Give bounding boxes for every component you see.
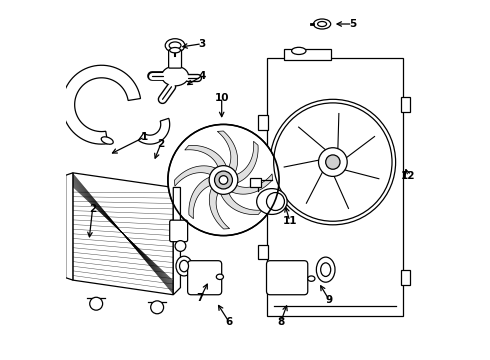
- Text: 1: 1: [141, 132, 148, 142]
- Text: 7: 7: [196, 293, 204, 303]
- Ellipse shape: [267, 193, 285, 211]
- Text: 11: 11: [283, 216, 297, 226]
- FancyBboxPatch shape: [267, 261, 308, 295]
- Text: 2: 2: [157, 139, 164, 149]
- Ellipse shape: [308, 276, 315, 281]
- Bar: [401, 270, 410, 285]
- Polygon shape: [209, 183, 230, 229]
- Circle shape: [274, 103, 392, 221]
- Polygon shape: [219, 189, 262, 215]
- Polygon shape: [232, 141, 258, 184]
- Text: 12: 12: [401, 171, 416, 181]
- Text: 5: 5: [349, 19, 356, 29]
- Bar: [285, 49, 331, 60]
- Polygon shape: [173, 188, 180, 295]
- Ellipse shape: [176, 256, 192, 276]
- Bar: [258, 116, 269, 130]
- Polygon shape: [218, 131, 238, 177]
- Circle shape: [326, 155, 340, 169]
- Ellipse shape: [317, 257, 335, 282]
- Ellipse shape: [292, 47, 306, 54]
- Ellipse shape: [257, 189, 287, 215]
- Circle shape: [209, 166, 238, 194]
- Circle shape: [175, 240, 186, 251]
- Polygon shape: [189, 176, 215, 219]
- Circle shape: [270, 99, 395, 225]
- Bar: [258, 244, 269, 259]
- Ellipse shape: [169, 42, 181, 49]
- Circle shape: [318, 148, 347, 176]
- Bar: [250, 178, 261, 187]
- Polygon shape: [185, 145, 228, 171]
- Text: 6: 6: [225, 317, 232, 327]
- Ellipse shape: [170, 48, 180, 53]
- Text: 3: 3: [198, 39, 206, 49]
- Polygon shape: [73, 173, 173, 295]
- Ellipse shape: [162, 66, 189, 86]
- Ellipse shape: [320, 263, 331, 276]
- Circle shape: [168, 125, 279, 235]
- Bar: [401, 97, 410, 112]
- Circle shape: [151, 301, 164, 314]
- Ellipse shape: [165, 39, 185, 52]
- Text: 2: 2: [89, 204, 96, 214]
- Polygon shape: [62, 65, 141, 144]
- Circle shape: [219, 176, 228, 184]
- FancyBboxPatch shape: [169, 50, 181, 68]
- Bar: [267, 58, 403, 316]
- Polygon shape: [174, 166, 220, 186]
- Circle shape: [90, 297, 102, 310]
- Text: 8: 8: [277, 317, 285, 327]
- Ellipse shape: [216, 274, 223, 279]
- FancyBboxPatch shape: [170, 220, 188, 242]
- Ellipse shape: [314, 19, 331, 29]
- Ellipse shape: [179, 260, 189, 272]
- Text: 4: 4: [198, 71, 206, 81]
- FancyBboxPatch shape: [188, 261, 221, 295]
- Polygon shape: [138, 118, 170, 144]
- Text: 10: 10: [215, 93, 229, 103]
- Text: 9: 9: [326, 295, 333, 305]
- Ellipse shape: [101, 137, 113, 144]
- Polygon shape: [227, 174, 272, 194]
- Ellipse shape: [318, 22, 326, 27]
- Circle shape: [215, 171, 232, 189]
- Polygon shape: [66, 173, 73, 280]
